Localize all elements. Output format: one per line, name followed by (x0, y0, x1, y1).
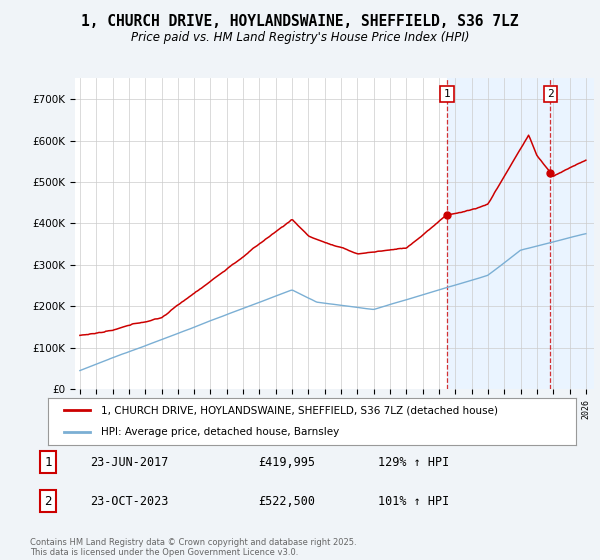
Text: 23-JUN-2017: 23-JUN-2017 (90, 455, 169, 469)
Text: 129% ↑ HPI: 129% ↑ HPI (378, 455, 449, 469)
Text: 1, CHURCH DRIVE, HOYLANDSWAINE, SHEFFIELD, S36 7LZ (detached house): 1, CHURCH DRIVE, HOYLANDSWAINE, SHEFFIEL… (101, 405, 498, 416)
Text: £419,995: £419,995 (258, 455, 315, 469)
Text: 1: 1 (44, 455, 52, 469)
Text: £522,500: £522,500 (258, 494, 315, 508)
Text: 2: 2 (44, 494, 52, 508)
Text: Price paid vs. HM Land Registry's House Price Index (HPI): Price paid vs. HM Land Registry's House … (131, 31, 469, 44)
Text: 101% ↑ HPI: 101% ↑ HPI (378, 494, 449, 508)
Bar (447, 78, 594, 389)
Text: 2: 2 (547, 89, 554, 99)
Text: 1: 1 (444, 89, 451, 99)
Text: 1, CHURCH DRIVE, HOYLANDSWAINE, SHEFFIELD, S36 7LZ: 1, CHURCH DRIVE, HOYLANDSWAINE, SHEFFIEL… (81, 14, 519, 29)
Text: 23-OCT-2023: 23-OCT-2023 (90, 494, 169, 508)
Text: HPI: Average price, detached house, Barnsley: HPI: Average price, detached house, Barn… (101, 427, 339, 437)
Text: Contains HM Land Registry data © Crown copyright and database right 2025.
This d: Contains HM Land Registry data © Crown c… (30, 538, 356, 557)
